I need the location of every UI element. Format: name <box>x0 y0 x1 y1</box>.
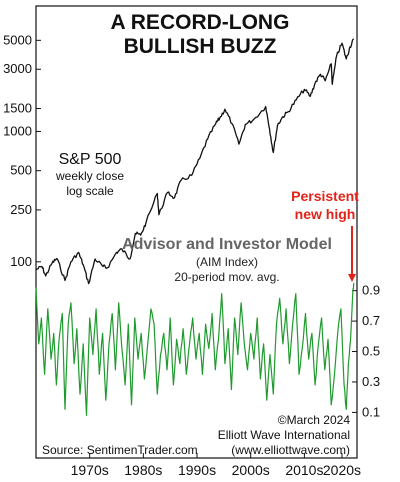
chart-title-line1: A RECORD-LONG <box>111 11 290 34</box>
annotation-line1: Persistent <box>291 188 359 204</box>
left-tick-label: 100 <box>10 254 32 269</box>
x-tick-label: 1990s <box>178 462 216 478</box>
aim-label-sub2: 20-period mov. avg. <box>174 270 279 284</box>
annotation-line2: new high <box>295 206 356 222</box>
left-tick-label: 500 <box>10 163 32 178</box>
sp500-label-sub2: log scale <box>66 184 114 198</box>
aim-label-sub1: (AIM Index) <box>196 255 258 269</box>
x-tick-label: 2000s <box>232 462 270 478</box>
left-tick-label: 5000 <box>3 32 32 47</box>
credit-url: (www.elliottwave.com) <box>231 443 350 457</box>
plot-frame <box>35 5 358 459</box>
aim-label: Advisor and Investor Model <box>122 236 332 253</box>
sp500-series-line <box>35 38 354 285</box>
right-axis-ticks: 0.1 0.3 0.5 0.7 0.9 <box>352 283 380 419</box>
right-tick-label: 0.7 <box>362 313 380 328</box>
left-tick-label: 3000 <box>3 61 32 76</box>
right-tick-label: 0.1 <box>362 404 380 419</box>
x-tick-label: 1970s <box>71 462 109 478</box>
right-tick-label: 0.3 <box>362 374 380 389</box>
credit-copyright: ©March 2024 <box>278 413 351 427</box>
left-tick-label: 1500 <box>3 100 32 115</box>
x-tick-label: 2020s <box>323 462 361 478</box>
left-tick-label: 250 <box>10 202 32 217</box>
left-tick-label: 1000 <box>3 123 32 138</box>
sp500-label: S&P 500 <box>59 151 122 168</box>
x-tick-label: 2010s <box>285 462 323 478</box>
x-tick-label: 1980s <box>124 462 162 478</box>
right-tick-label: 0.5 <box>362 344 380 359</box>
credit-org: Elliott Wave International <box>218 428 350 442</box>
credit-source: Source: SentimenTrader.com <box>42 443 198 457</box>
chart-title-line2: BULLISH BUZZ <box>124 35 277 58</box>
aim-series-line <box>35 282 355 416</box>
x-axis-ticks: 1970s 1980s 1990s 2000s 2010s 2020s <box>71 453 361 478</box>
left-axis-ticks: 100 250 500 1000 1500 3000 5000 <box>3 32 41 269</box>
right-tick-label: 0.9 <box>362 283 380 298</box>
sp500-label-sub1: weekly close <box>55 169 124 183</box>
